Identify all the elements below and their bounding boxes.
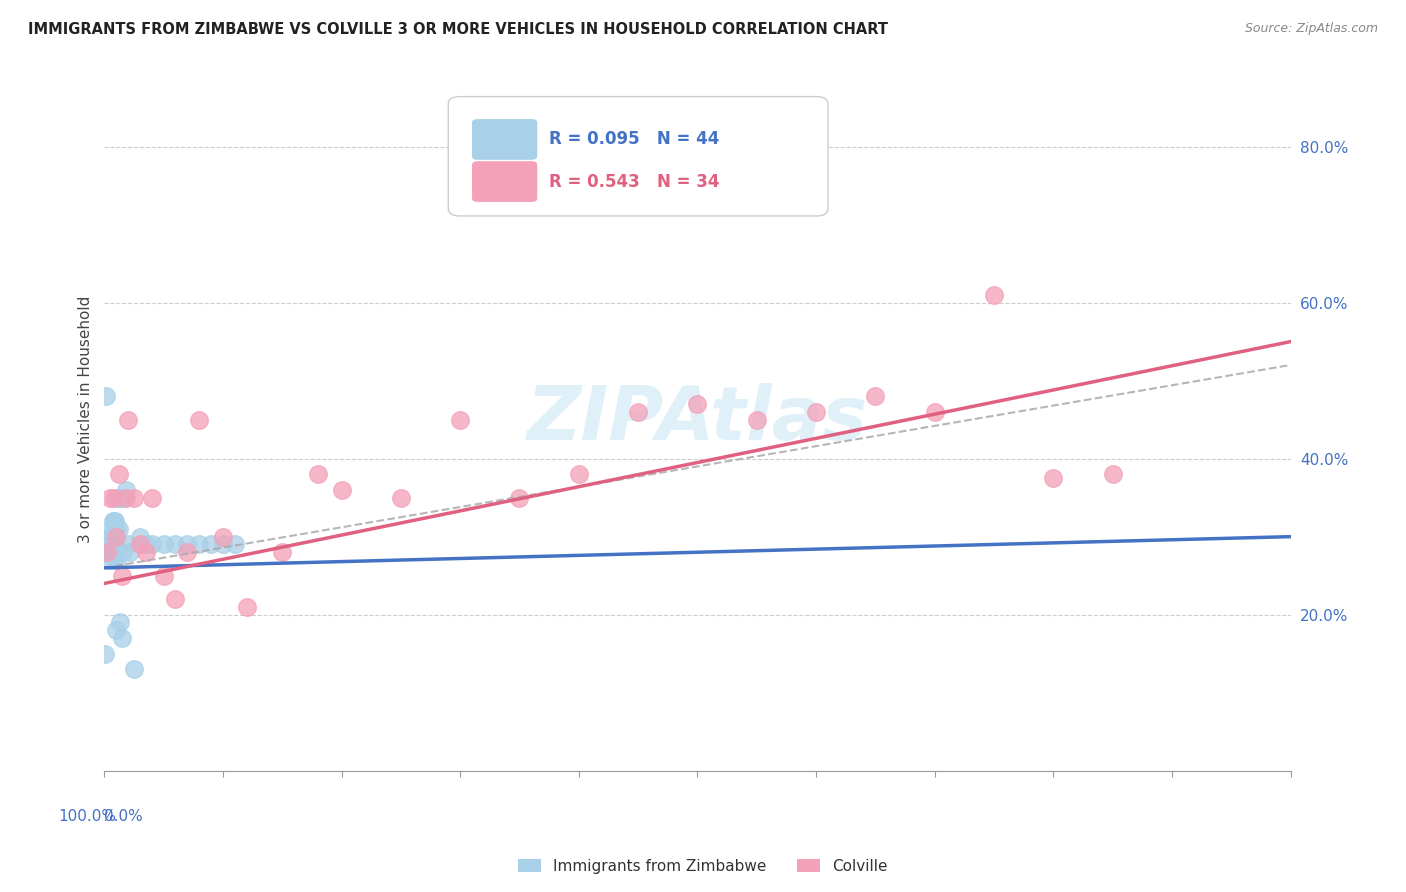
Point	[94, 389, 117, 403]
Text: 100.0%: 100.0%	[58, 809, 117, 824]
Point	[176, 545, 198, 559]
Point	[686, 397, 709, 411]
Point	[114, 483, 136, 497]
Point	[1101, 467, 1123, 482]
Point	[94, 647, 117, 661]
Point	[271, 545, 294, 559]
Point	[104, 514, 127, 528]
Point	[235, 599, 257, 614]
Point	[103, 491, 125, 505]
Point	[128, 537, 150, 551]
FancyBboxPatch shape	[472, 161, 537, 202]
Point	[122, 491, 145, 505]
Point	[112, 545, 135, 559]
Point	[105, 491, 128, 505]
Point	[97, 530, 120, 544]
Point	[117, 537, 139, 551]
Point	[389, 491, 412, 505]
Point	[98, 530, 121, 544]
Point	[107, 522, 129, 536]
Point	[96, 537, 118, 551]
Point	[117, 412, 139, 426]
Point	[110, 491, 132, 505]
FancyBboxPatch shape	[449, 96, 828, 216]
Point	[165, 537, 187, 551]
Point	[745, 412, 768, 426]
Point	[165, 592, 187, 607]
Point	[105, 530, 128, 544]
Point	[212, 537, 235, 551]
Point	[98, 491, 121, 505]
Point	[508, 491, 530, 505]
Point	[101, 545, 124, 559]
Point	[307, 467, 329, 482]
Point	[449, 412, 471, 426]
Point	[212, 530, 235, 544]
Text: R = 0.543   N = 34: R = 0.543 N = 34	[550, 172, 720, 191]
Text: IMMIGRANTS FROM ZIMBABWE VS COLVILLE 3 OR MORE VEHICLES IN HOUSEHOLD CORRELATION: IMMIGRANTS FROM ZIMBABWE VS COLVILLE 3 O…	[28, 22, 889, 37]
Point	[1042, 471, 1064, 485]
Point	[865, 389, 887, 403]
Point	[111, 568, 134, 582]
Point	[96, 545, 118, 559]
Point	[104, 530, 127, 544]
Point	[135, 545, 157, 559]
Point	[103, 553, 125, 567]
Point	[94, 545, 117, 559]
Point	[176, 537, 198, 551]
Point	[924, 405, 946, 419]
Point	[135, 537, 157, 551]
Text: Source: ZipAtlas.com: Source: ZipAtlas.com	[1244, 22, 1378, 36]
Point	[98, 537, 121, 551]
Text: ZIPAtlas: ZIPAtlas	[527, 383, 868, 456]
Point	[200, 537, 222, 551]
Point	[141, 537, 163, 551]
Point	[100, 537, 122, 551]
Text: 0.0%: 0.0%	[104, 809, 143, 824]
Point	[101, 514, 124, 528]
Legend: Immigrants from Zimbabwe, Colville: Immigrants from Zimbabwe, Colville	[512, 853, 894, 880]
Point	[330, 483, 353, 497]
Point	[111, 631, 134, 645]
Point	[108, 615, 131, 630]
Point	[98, 553, 121, 567]
Point	[105, 624, 128, 638]
Point	[103, 514, 125, 528]
Point	[96, 545, 118, 559]
Point	[983, 287, 1005, 301]
Y-axis label: 3 or more Vehicles in Household: 3 or more Vehicles in Household	[79, 296, 93, 543]
Point	[100, 530, 122, 544]
Point	[188, 537, 211, 551]
Point	[804, 405, 827, 419]
Point	[97, 545, 120, 559]
Point	[114, 491, 136, 505]
Point	[128, 530, 150, 544]
Point	[152, 537, 174, 551]
Point	[152, 568, 174, 582]
Text: R = 0.095   N = 44: R = 0.095 N = 44	[550, 130, 720, 148]
Point	[122, 662, 145, 676]
Point	[568, 467, 591, 482]
Point	[188, 412, 211, 426]
Point	[114, 491, 136, 505]
Point	[107, 467, 129, 482]
Point	[224, 537, 246, 551]
Point	[105, 553, 128, 567]
Point	[100, 522, 122, 536]
Point	[105, 522, 128, 536]
FancyBboxPatch shape	[472, 119, 537, 160]
Point	[98, 545, 121, 559]
Point	[141, 491, 163, 505]
Point	[627, 405, 650, 419]
Point	[120, 545, 142, 559]
